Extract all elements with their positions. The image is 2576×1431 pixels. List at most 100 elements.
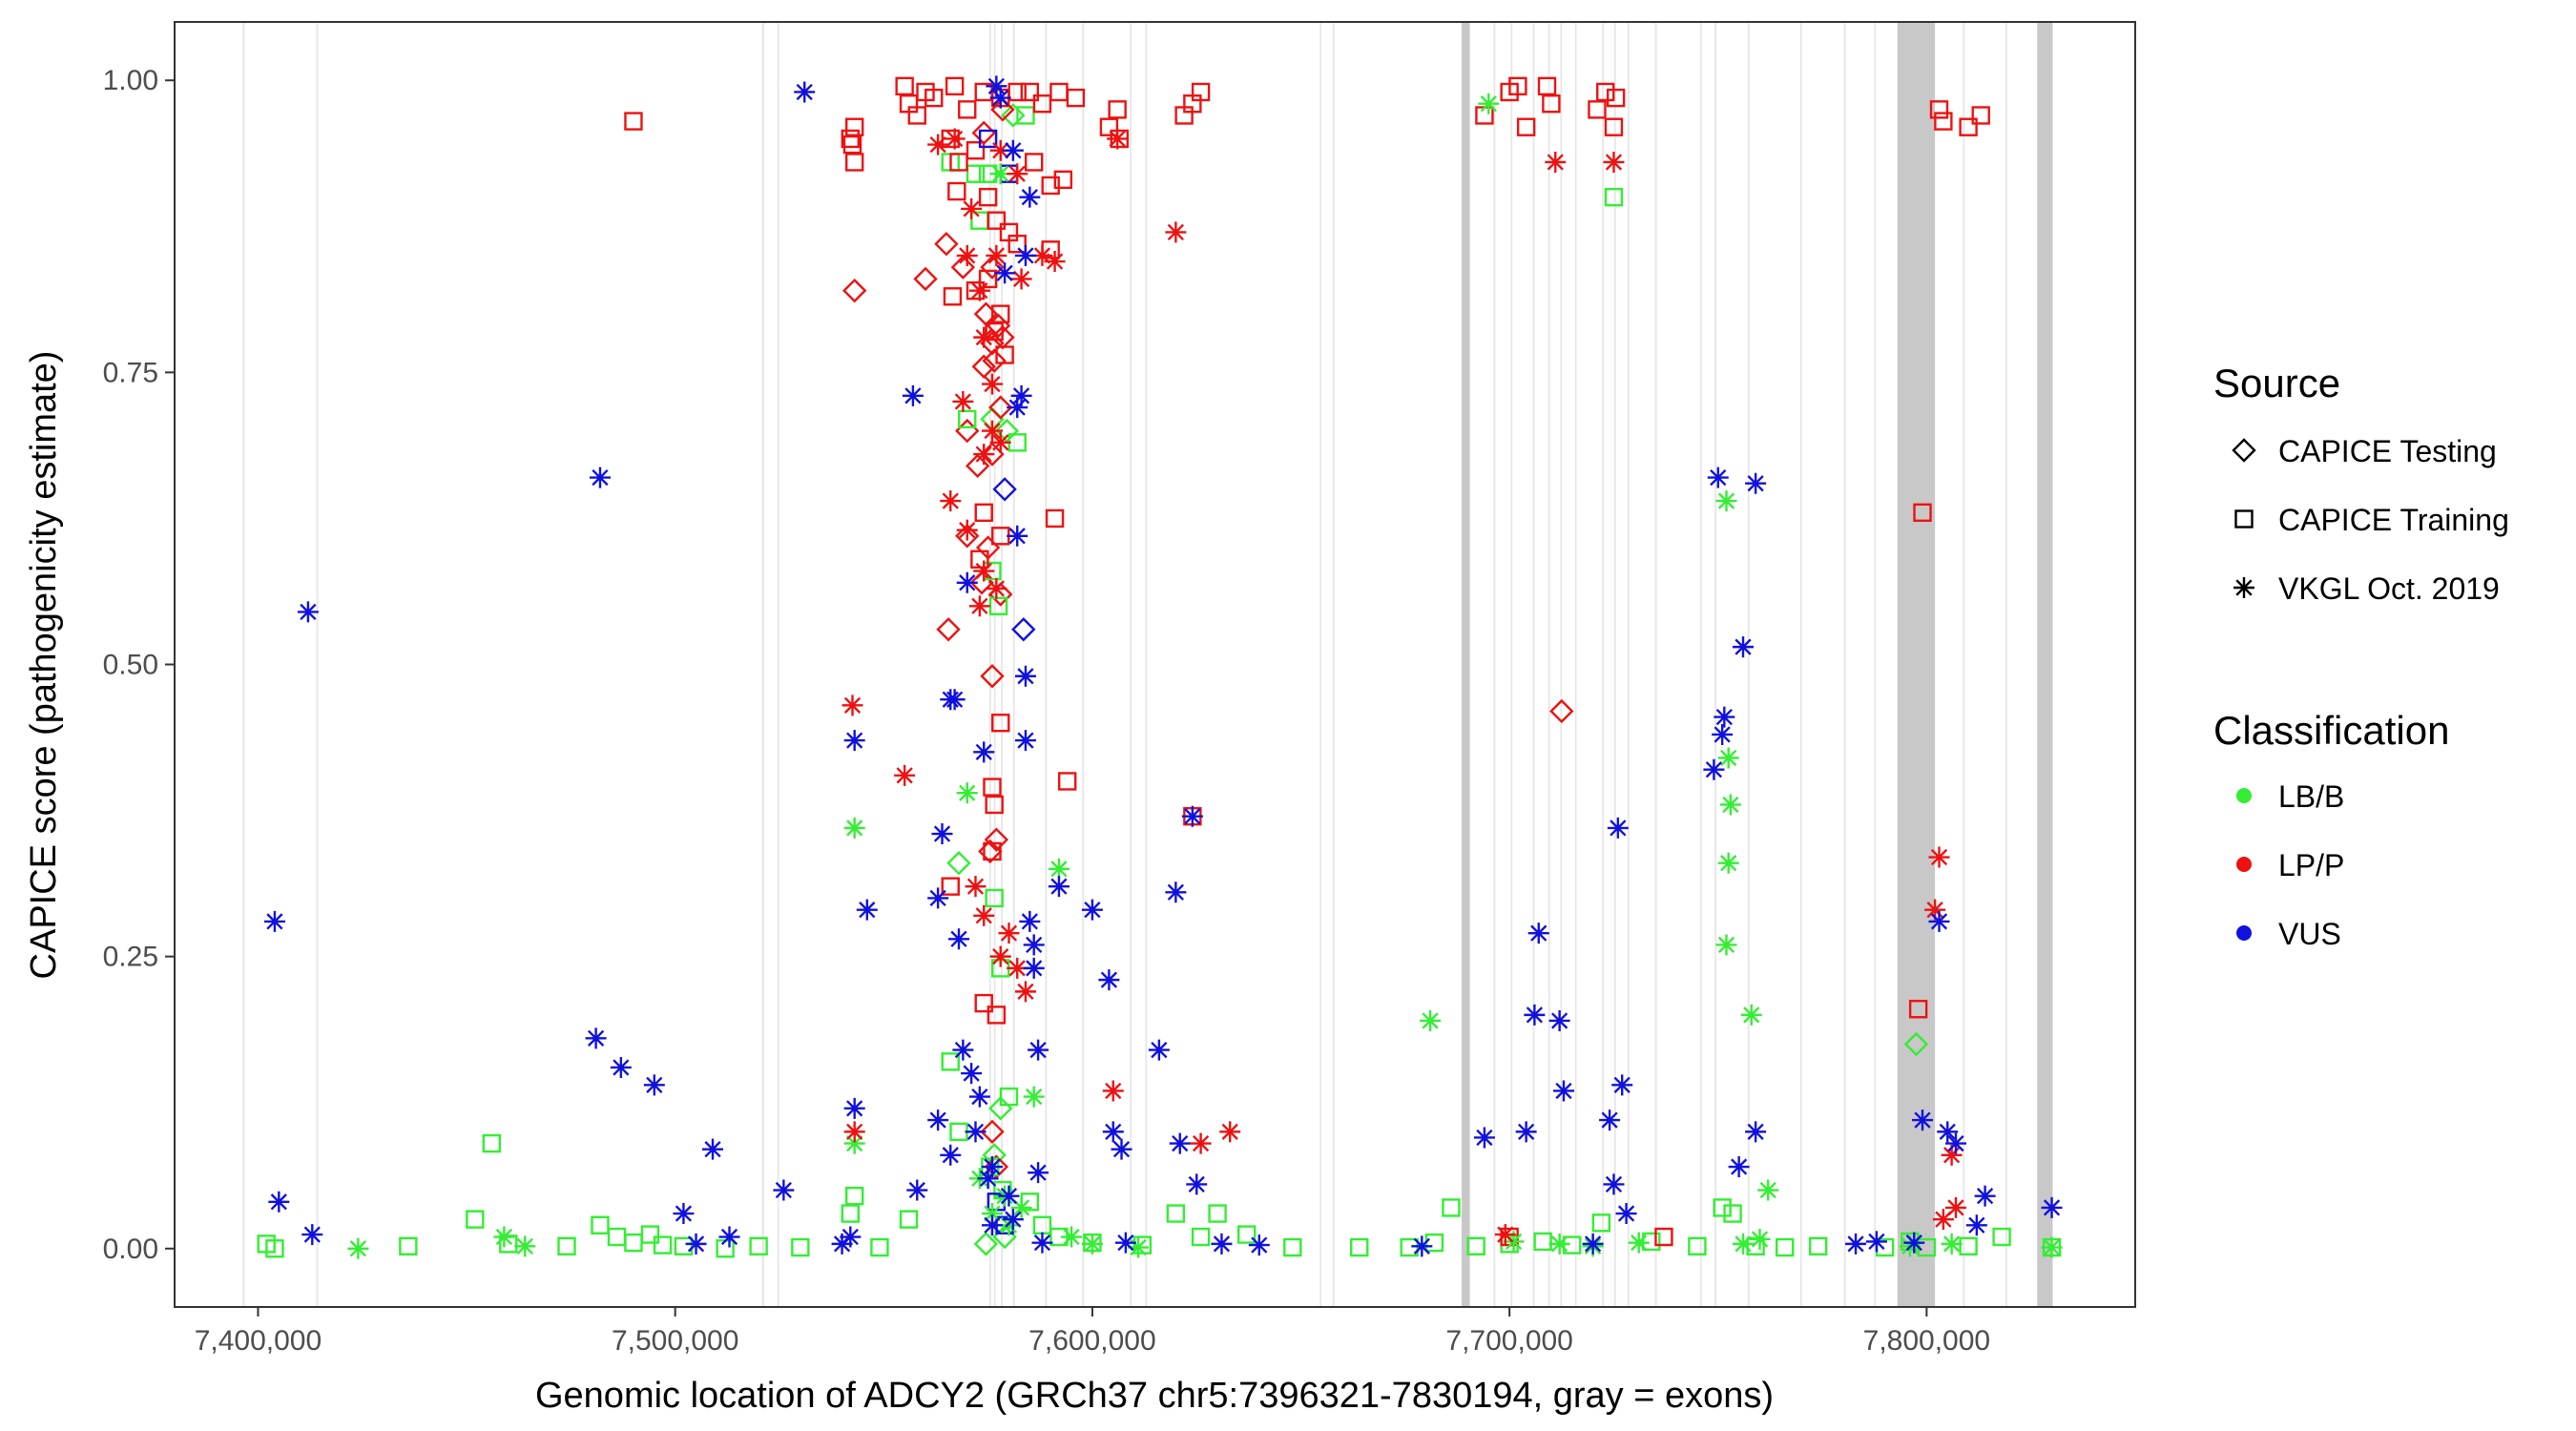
exon-band <box>1963 22 1965 1307</box>
exon-band <box>1532 22 1535 1307</box>
legend-source-title: Source <box>2213 361 2340 405</box>
data-point <box>1098 969 1120 991</box>
data-point <box>895 76 914 96</box>
data-point <box>1703 758 1725 780</box>
x-tick-label: 7,800,000 <box>1863 1325 1990 1357</box>
data-point <box>1974 1185 1996 1207</box>
data-point <box>986 75 1008 97</box>
data-point <box>843 817 865 839</box>
data-point <box>956 519 978 541</box>
data-point <box>1932 1209 1954 1231</box>
data-point <box>927 887 949 909</box>
data-point <box>1148 1039 1170 1061</box>
data-point <box>982 348 1007 373</box>
legend-source-label: CAPICE Training <box>2278 503 2509 537</box>
data-point <box>987 211 1007 230</box>
exon-band <box>1548 22 1550 1307</box>
data-point <box>983 841 1002 861</box>
data-point <box>1420 1009 1442 1031</box>
data-point <box>1350 1237 1369 1257</box>
data-point <box>1007 525 1028 547</box>
data-point <box>1733 636 1754 658</box>
data-point <box>1007 397 1028 419</box>
data-point <box>907 106 926 125</box>
data-point <box>1016 106 1035 125</box>
data-point <box>640 1225 660 1244</box>
data-point <box>1965 1214 1987 1236</box>
data-point <box>1066 88 1086 108</box>
data-point <box>1809 1236 1828 1256</box>
exon-band <box>761 22 764 1307</box>
data-point <box>2041 1236 2063 1258</box>
exon-band <box>316 22 319 1307</box>
data-point <box>985 795 1004 815</box>
exon-band <box>1510 22 1513 1307</box>
data-point <box>980 442 1005 467</box>
data-point <box>301 1224 323 1246</box>
data-point <box>843 1132 865 1154</box>
data-point <box>991 714 1010 733</box>
data-point <box>1019 186 1041 208</box>
data-point <box>966 140 986 160</box>
data-point <box>1937 1121 1959 1143</box>
data-points <box>257 75 2063 1259</box>
data-point <box>1028 1162 1049 1184</box>
data-point <box>952 390 974 412</box>
data-point <box>1654 1227 1673 1247</box>
y-tick-label: 0.25 <box>103 942 158 973</box>
data-point <box>1713 1198 1732 1217</box>
data-point <box>1757 1179 1779 1201</box>
data-point <box>1928 846 1950 868</box>
exon-band <box>1613 22 1616 1307</box>
legend-class-label: LB/B <box>2278 779 2344 814</box>
x-tick-label: 7,600,000 <box>1028 1325 1155 1357</box>
data-point <box>514 1235 536 1257</box>
data-point <box>989 87 1011 109</box>
data-point <box>941 877 960 896</box>
data-point <box>1712 723 1734 745</box>
data-point <box>610 1056 632 1078</box>
y-axis: 0.00 0.25 0.50 0.75 1.00 <box>103 65 175 1265</box>
data-point <box>1053 170 1073 190</box>
data-point <box>1191 82 1211 102</box>
data-point <box>1099 117 1119 136</box>
data-point <box>1992 1227 2011 1247</box>
data-point <box>992 477 1017 502</box>
data-point <box>1959 1236 1978 1256</box>
data-point <box>1007 957 1028 979</box>
data-point <box>1219 1121 1241 1143</box>
data-point <box>894 764 916 786</box>
data-point <box>1008 82 1027 102</box>
data-point <box>965 876 987 898</box>
legend: Source CAPICE Testing CAPICE Training VK… <box>2213 361 2509 951</box>
exon-band <box>993 22 996 1307</box>
data-point <box>685 1233 707 1255</box>
data-point <box>1048 876 1070 898</box>
exon-band <box>1012 22 1015 1307</box>
data-point <box>1733 1233 1754 1255</box>
data-point <box>949 153 968 172</box>
data-point <box>924 88 944 108</box>
data-point <box>1728 1156 1750 1178</box>
data-point <box>1563 1235 1582 1255</box>
data-point <box>981 1156 1003 1178</box>
data-point <box>941 1052 960 1071</box>
exon-band <box>1560 22 1563 1307</box>
legend-classification-title: Classification <box>2213 708 2449 753</box>
data-point <box>1776 1237 1795 1257</box>
data-point <box>1400 1237 1419 1257</box>
data-point <box>945 76 965 96</box>
data-point <box>966 164 986 183</box>
data-point <box>981 1203 1003 1225</box>
x-tick-label: 7,400,000 <box>195 1325 322 1357</box>
data-point <box>943 287 963 306</box>
data-point <box>831 1233 853 1255</box>
data-point <box>1001 103 1026 128</box>
data-point <box>1740 1004 1762 1026</box>
exon-band <box>1654 22 1657 1307</box>
data-point <box>843 730 865 752</box>
exon-band <box>1493 22 1496 1307</box>
data-point <box>981 1214 1003 1236</box>
data-point <box>399 1236 418 1256</box>
